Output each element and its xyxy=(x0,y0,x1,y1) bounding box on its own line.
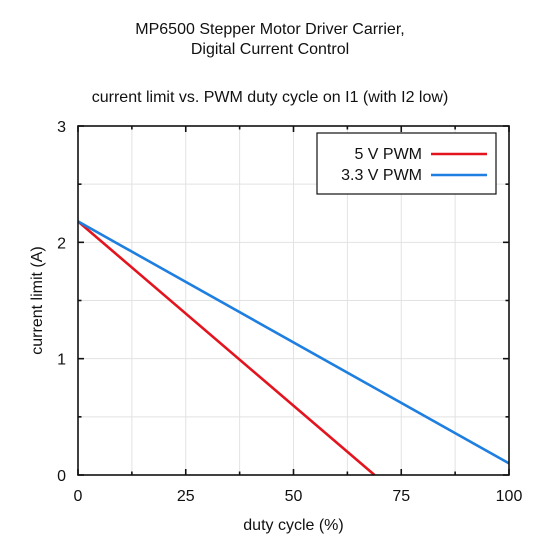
x-tick-label: 25 xyxy=(177,488,195,505)
x-axis-label: duty cycle (%) xyxy=(243,517,343,534)
series-line-1 xyxy=(77,220,376,476)
chart-subtitle: current limit vs. PWM duty cycle on I1 (… xyxy=(91,89,449,106)
tick-labels: 0 25 50 75 100 0 1 2 3 xyxy=(57,119,522,505)
y-tick-label: 2 xyxy=(57,235,66,252)
x-tick-label: 50 xyxy=(285,488,303,505)
x-tick-label: 0 xyxy=(74,488,83,505)
y-tick-label: 3 xyxy=(57,119,66,136)
axis-ticks xyxy=(77,125,510,476)
series-line-2 xyxy=(77,220,510,465)
y-tick-label: 0 xyxy=(57,468,66,485)
legend: 5 V PWM 3.3 V PWM xyxy=(316,132,497,195)
y-axis-label: current limit (A) xyxy=(29,246,46,354)
chart-title-line-2: Digital Current Control xyxy=(190,41,350,58)
legend-box xyxy=(316,132,497,195)
x-tick-label: 75 xyxy=(392,488,410,505)
legend-label-1: 5 V PWM xyxy=(354,146,422,163)
x-tick-label: 100 xyxy=(496,488,523,505)
y-tick-label: 1 xyxy=(57,352,66,369)
chart-title-line-1: MP6500 Stepper Motor Driver Carrier, xyxy=(135,21,405,38)
series-lines xyxy=(77,220,510,476)
legend-label-2: 3.3 V PWM xyxy=(341,167,422,184)
chart-title: MP6500 Stepper Motor Driver Carrier, Dig… xyxy=(0,20,540,60)
